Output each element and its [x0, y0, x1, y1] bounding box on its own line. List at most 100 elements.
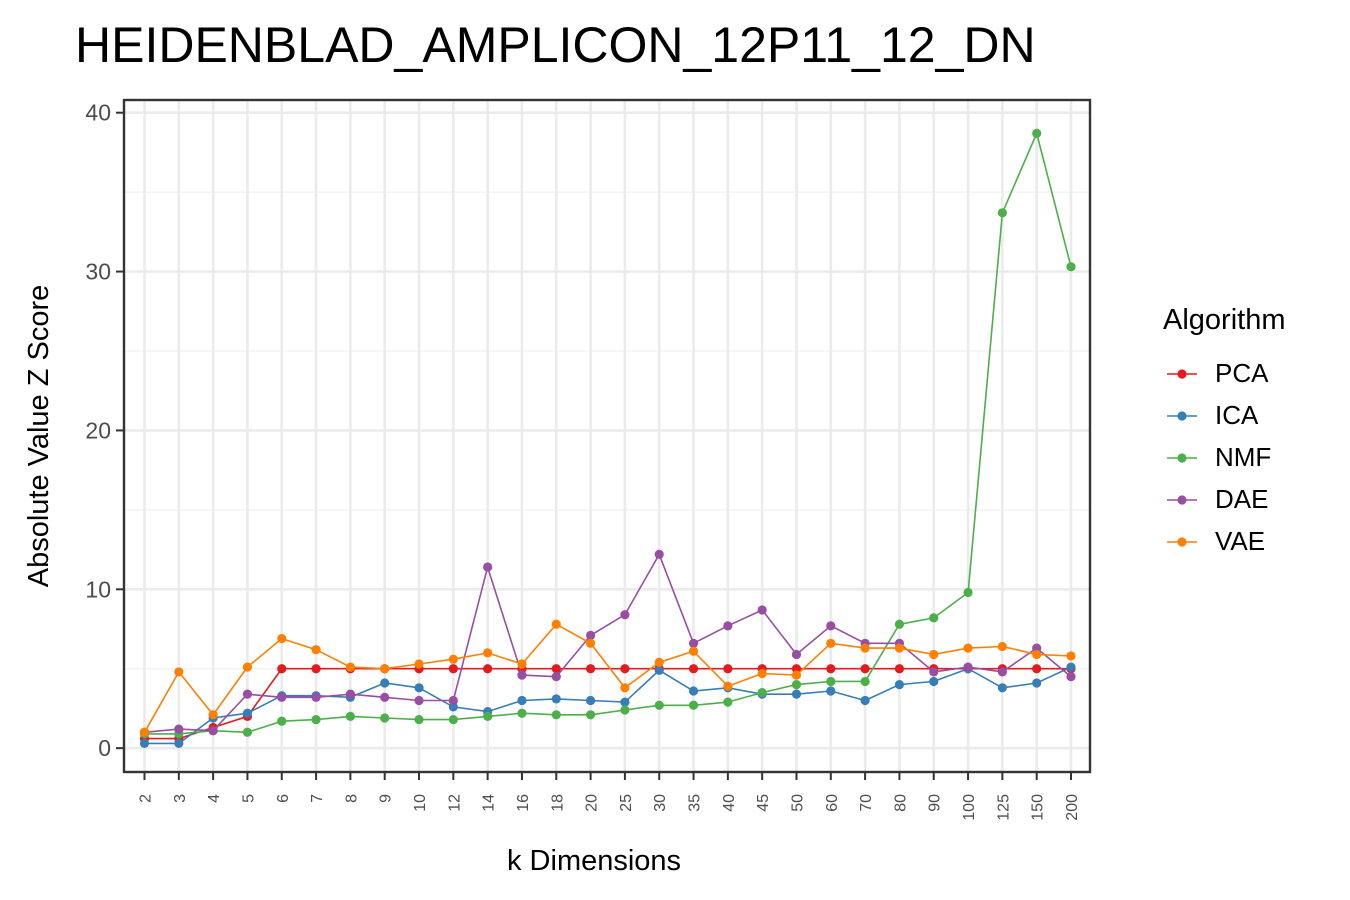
data-point: [826, 676, 836, 687]
plot-panel-border: [122, 98, 1092, 774]
data-point: [380, 678, 390, 688]
series-lines: [139, 128, 1076, 749]
data-point: [723, 664, 733, 674]
series-dae: [139, 549, 1076, 737]
data-point: [929, 613, 939, 623]
data-point: [791, 664, 802, 674]
series-line-dae: [144, 552, 1072, 734]
data-point: [1066, 662, 1076, 672]
data-point: [757, 605, 767, 615]
data-point: [208, 710, 218, 720]
x-tick-label: 2: [138, 794, 155, 803]
x-tick-label: 16: [515, 794, 532, 812]
data-point: [688, 664, 699, 674]
data-point: [654, 657, 664, 667]
data-point: [997, 683, 1007, 693]
x-tick-label: 35: [687, 794, 704, 812]
grid-lines: [124, 100, 1090, 772]
data-point: [963, 587, 973, 598]
x-tick-label: 25: [618, 794, 635, 812]
data-point: [1032, 649, 1042, 660]
data-point: [826, 664, 836, 674]
x-tick-label: 200: [1064, 794, 1081, 821]
data-point: [174, 738, 184, 749]
legend-keys: [1167, 369, 1197, 547]
x-tick-label: 125: [995, 794, 1012, 821]
x-tick-label: 14: [481, 794, 498, 812]
data-point: [277, 633, 287, 644]
data-point: [414, 683, 424, 693]
x-tick-label: 30: [652, 794, 669, 812]
data-point: [139, 727, 150, 737]
data-point: [380, 664, 390, 674]
data-point: [620, 697, 630, 707]
data-point: [551, 672, 561, 682]
data-point: [894, 619, 905, 629]
legend-label-vae: VAE: [1215, 526, 1266, 556]
data-point: [517, 708, 527, 718]
y-tick-label: 0: [98, 735, 111, 761]
x-tick-label: 80: [892, 794, 909, 812]
data-point: [860, 643, 870, 653]
data-point: [448, 714, 458, 725]
data-point: [723, 621, 733, 631]
data-point: [688, 700, 699, 710]
x-tick-label: 4: [206, 794, 223, 803]
data-point: [585, 630, 596, 640]
x-tick-label: 40: [721, 794, 738, 812]
data-point: [585, 664, 596, 674]
data-point: [139, 738, 150, 749]
data-point: [929, 676, 939, 687]
legend-key-point: [1177, 495, 1187, 505]
data-point: [551, 619, 561, 629]
legend-label-nmf: NMF: [1215, 442, 1272, 472]
y-tick-label: 10: [85, 576, 111, 602]
data-point: [311, 692, 321, 702]
legend-key-point: [1177, 369, 1187, 379]
data-point: [380, 692, 390, 702]
data-point: [345, 662, 355, 672]
data-point: [174, 667, 184, 677]
series-line-vae: [143, 623, 1072, 733]
y-tick-label: 40: [85, 100, 111, 126]
data-point: [311, 714, 321, 725]
data-point: [483, 648, 493, 658]
data-point: [894, 643, 905, 653]
x-tick-label: 7: [309, 794, 326, 803]
data-point: [791, 680, 802, 690]
x-tick-label: 9: [378, 794, 395, 803]
data-point: [585, 710, 596, 720]
x-tick-label: 18: [549, 794, 566, 812]
x-tick-label: 3: [172, 794, 189, 803]
data-point: [242, 689, 253, 699]
data-point: [380, 713, 390, 723]
series-nmf: [139, 128, 1076, 739]
data-point: [1066, 651, 1076, 661]
legend-title: Algorithm: [1163, 304, 1286, 336]
data-point: [345, 689, 355, 699]
data-point: [1032, 678, 1042, 688]
data-point: [483, 562, 493, 572]
data-point: [757, 668, 767, 679]
data-point: [242, 662, 253, 672]
data-point: [723, 681, 733, 691]
data-point: [483, 711, 493, 721]
data-point: [448, 664, 458, 674]
data-point: [311, 645, 321, 655]
x-tick-label: 10: [412, 794, 429, 812]
data-point: [517, 695, 527, 706]
data-point: [551, 664, 561, 674]
data-point: [791, 649, 802, 660]
data-point: [654, 549, 664, 559]
data-point: [997, 667, 1007, 677]
data-point: [585, 638, 596, 648]
data-point: [894, 680, 905, 690]
data-point: [448, 695, 458, 706]
data-point: [585, 695, 596, 706]
data-point: [654, 700, 664, 710]
data-point: [963, 662, 973, 672]
data-point: [517, 659, 527, 669]
data-point: [826, 686, 836, 696]
